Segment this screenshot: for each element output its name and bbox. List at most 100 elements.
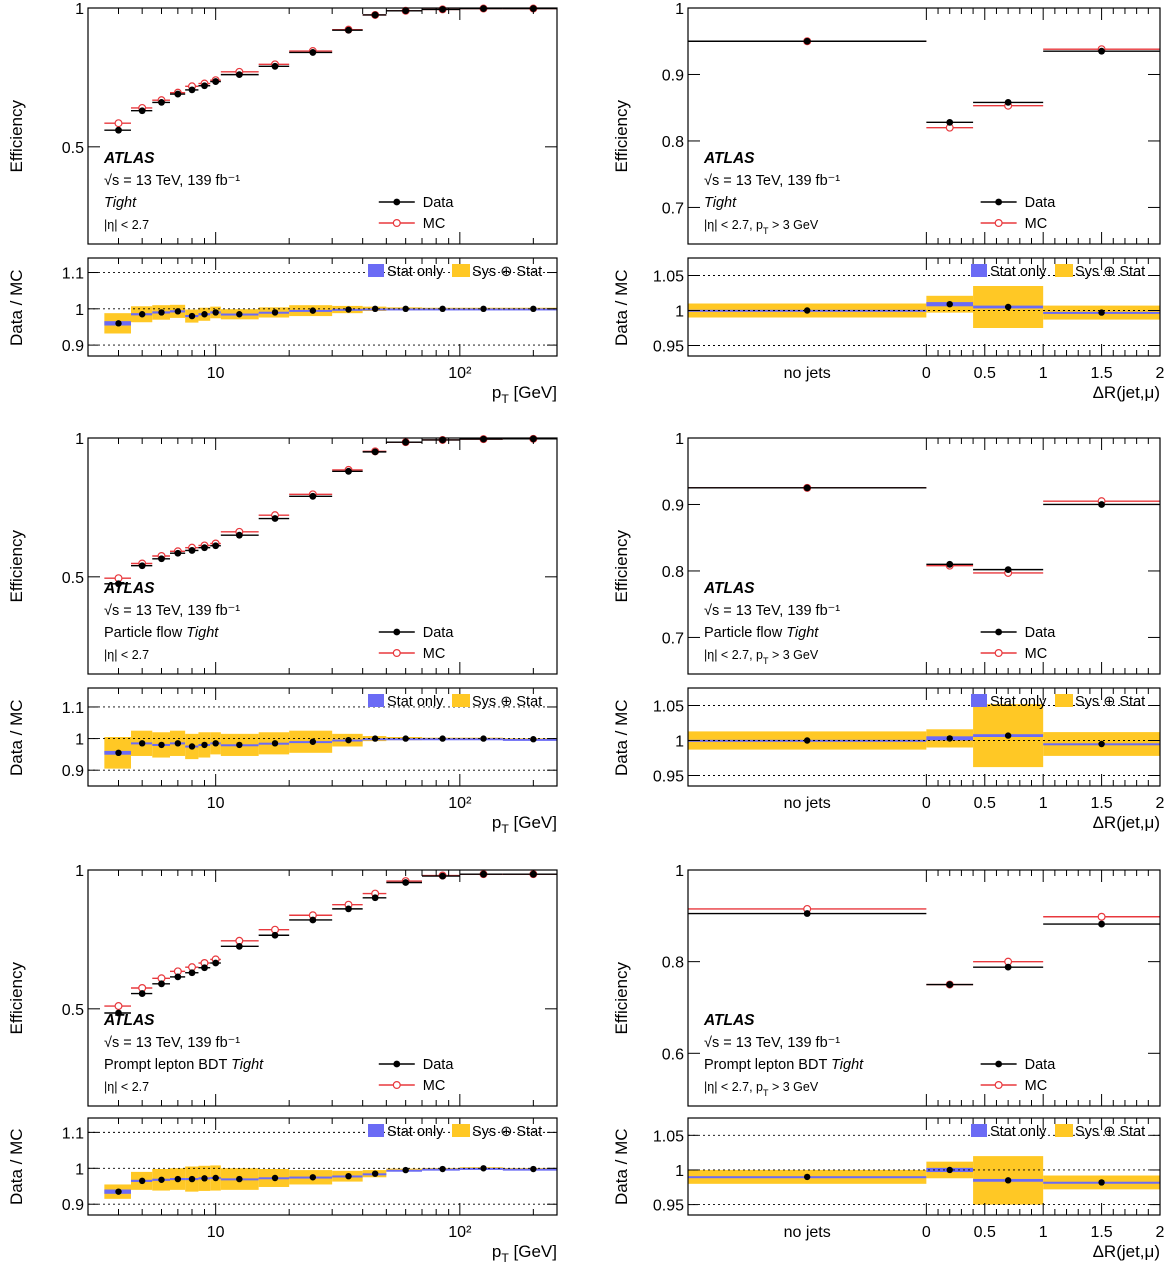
ratio-point bbox=[188, 1175, 196, 1183]
y-tick-label: 0.7 bbox=[662, 630, 684, 647]
legend-stat-label: Stat only bbox=[990, 694, 1047, 710]
data-point bbox=[212, 78, 220, 85]
data-point bbox=[402, 879, 410, 886]
ratio-point bbox=[174, 308, 182, 315]
ratio-point bbox=[480, 735, 487, 742]
panel-1: 0.5 1 0.9 1 1.1 10 10² pT [GeV] Efficiency Data /… bbox=[7, 1, 558, 406]
ratio-point bbox=[271, 309, 279, 316]
ratio-point bbox=[345, 736, 352, 744]
y-tick-label: 0.8 bbox=[662, 955, 684, 972]
ratio-point bbox=[271, 1174, 279, 1182]
data-point bbox=[803, 37, 811, 45]
wp-name: Tight bbox=[231, 1057, 264, 1073]
data-point bbox=[201, 82, 208, 90]
legend-mc-marker bbox=[392, 648, 401, 657]
data-point bbox=[803, 484, 811, 492]
x-axis-label: ΔR(jet,μ) bbox=[1093, 383, 1160, 402]
ratio-point bbox=[1098, 1179, 1105, 1186]
data-point bbox=[1098, 920, 1105, 928]
legend-mc-label: MC bbox=[423, 646, 446, 662]
ratio-frame bbox=[87, 687, 558, 787]
y-axis-title: Efficiency bbox=[612, 962, 631, 1035]
panel-4: 0.7 0.8 0.9 1 0.95 1 1.05 no jets 0 0.5 1 1.5 2ΔR(je… bbox=[612, 431, 1165, 832]
data-point bbox=[201, 544, 208, 552]
y-tick-label: 1 bbox=[75, 1, 84, 18]
x-tick-label: 1.5 bbox=[1090, 795, 1112, 812]
data-point bbox=[803, 910, 811, 917]
ratio-point bbox=[309, 738, 317, 745]
ratio-point bbox=[371, 1170, 379, 1177]
x-tick-label: no jets bbox=[784, 1224, 831, 1241]
data-point bbox=[138, 562, 146, 570]
atlas-label: ATLAS bbox=[103, 1012, 155, 1029]
ratio-point bbox=[115, 749, 122, 757]
mc-point bbox=[114, 1002, 123, 1011]
ratio-point bbox=[1098, 740, 1105, 748]
ratio-point bbox=[188, 312, 196, 320]
legend-sys-label: Sys ⊕ Stat bbox=[472, 1124, 542, 1140]
atlas-label: ATLAS bbox=[703, 150, 755, 167]
ratio-y-tick-label: 0.95 bbox=[653, 339, 684, 356]
ratio-point bbox=[371, 735, 379, 742]
ratio-axis-title: Data / MC bbox=[612, 269, 631, 346]
ratio-axis-title: Data / MC bbox=[7, 1128, 26, 1205]
stat-band bbox=[502, 308, 557, 311]
wp-prefix: Prompt lepton BDT bbox=[704, 1057, 827, 1073]
y-axis-title: Efficiency bbox=[7, 962, 26, 1035]
ratio-frame bbox=[687, 257, 1161, 357]
ratio-axis-title: Data / MC bbox=[7, 699, 26, 776]
ratio-axis-title: Data / MC bbox=[612, 699, 631, 776]
y-axis-title: Efficiency bbox=[612, 530, 631, 603]
y-tick-label: 0.7 bbox=[662, 200, 684, 217]
wp-name: Tight bbox=[104, 195, 137, 211]
x-tick-label: 0.5 bbox=[974, 365, 996, 382]
mc-point bbox=[1097, 912, 1106, 921]
ratio-point bbox=[158, 1176, 165, 1183]
ratio-point bbox=[803, 307, 811, 314]
ratio-y-tick-label: 1 bbox=[675, 1163, 684, 1180]
y-tick-label: 1 bbox=[75, 431, 84, 448]
legend-data-label: Data bbox=[1025, 195, 1057, 211]
legend-mc-marker bbox=[994, 219, 1003, 228]
ratio-point bbox=[345, 1173, 352, 1180]
x-tick-label: no jets bbox=[784, 365, 831, 382]
data-point bbox=[1004, 566, 1012, 574]
x-axis-label: pT [GeV] bbox=[492, 383, 557, 406]
x-axis-label: ΔR(jet,μ) bbox=[1093, 1242, 1160, 1261]
ratio-point bbox=[158, 741, 165, 749]
ratio-point bbox=[236, 311, 243, 318]
ratio-point bbox=[138, 740, 146, 747]
data-point bbox=[439, 872, 447, 880]
legend-data-marker bbox=[995, 628, 1003, 636]
x-tick-label: 10 bbox=[207, 1224, 225, 1241]
working-point-label: Particle flow Tight bbox=[704, 625, 819, 641]
y-tick-label: 1 bbox=[75, 863, 84, 880]
legend-stat-swatch bbox=[368, 1124, 384, 1137]
atlas-label: ATLAS bbox=[103, 150, 155, 167]
legend-stat-swatch bbox=[368, 694, 384, 707]
legend-data-label: Data bbox=[1025, 625, 1057, 641]
ratio-y-tick-label: 1.05 bbox=[653, 269, 684, 286]
selection-label: |η| < 2.7 bbox=[104, 218, 149, 232]
ratio-point bbox=[158, 309, 165, 316]
legend-sys-swatch bbox=[1055, 694, 1073, 707]
data-point bbox=[1098, 47, 1105, 55]
x-tick-label: 2 bbox=[1156, 365, 1165, 382]
ratio-y-tick-label: 1.1 bbox=[62, 1125, 84, 1142]
legend-sys-label: Sys ⊕ Stat bbox=[1075, 264, 1145, 280]
y-tick-label: 0.6 bbox=[662, 1046, 684, 1063]
ratio-frame bbox=[87, 1117, 558, 1216]
data-point bbox=[188, 86, 196, 94]
ratio-point bbox=[201, 311, 208, 318]
energy-label: √s = 13 TeV, 139 fb⁻¹ bbox=[104, 603, 240, 619]
y-tick-label: 0.8 bbox=[662, 134, 684, 151]
ratio-point bbox=[530, 736, 537, 743]
x-tick-label: 1 bbox=[1039, 1224, 1048, 1241]
data-point bbox=[345, 26, 352, 34]
panel-6: 0.6 0.8 1 0.95 1 1.05 no jets 0 0.5 1 1.5 2ΔR(jet,μ… bbox=[612, 863, 1165, 1261]
legend-data-label: Data bbox=[1025, 1057, 1057, 1073]
energy-label: √s = 13 TeV, 139 fb⁻¹ bbox=[104, 173, 240, 189]
ratio-y-tick-label: 1.05 bbox=[653, 1128, 684, 1145]
legend-sys-swatch bbox=[452, 1124, 470, 1137]
